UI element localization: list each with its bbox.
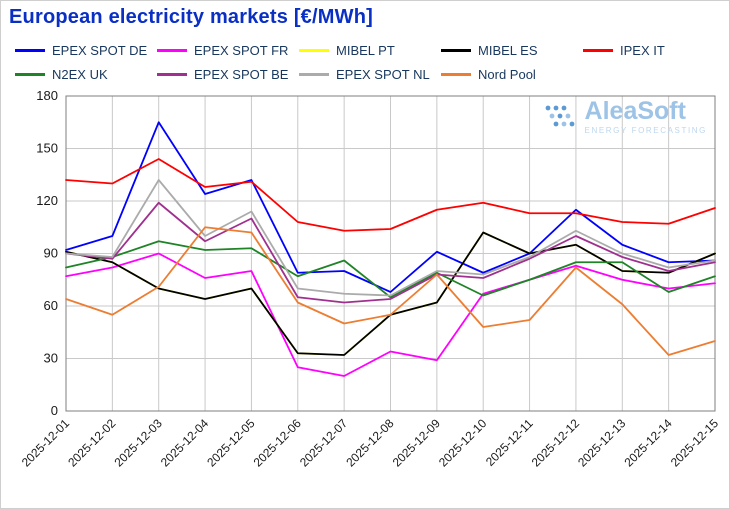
legend-label: EPEX SPOT FR (194, 42, 289, 58)
x-tick-label: 2025-12-07 (297, 416, 351, 470)
legend-marker (299, 72, 329, 76)
x-tick-label: 2025-12-04 (158, 416, 212, 470)
y-tick-label: 120 (36, 193, 58, 208)
legend-label: EPEX SPOT NL (336, 66, 430, 82)
chart-title: European electricity markets [€/MWh] (9, 6, 373, 28)
legend-item-ipex-it[interactable]: IPEX IT (583, 43, 725, 58)
x-tick-label: 2025-12-05 (204, 416, 258, 470)
legend-item-epex-spot-fr[interactable]: EPEX SPOT FR (157, 43, 299, 58)
x-tick-label: 2025-12-01 (19, 416, 73, 470)
x-tick-label: 2025-12-10 (436, 416, 490, 470)
x-tick-label: 2025-12-13 (575, 416, 629, 470)
x-tick-label: 2025-12-15 (668, 416, 722, 470)
series-line-ipex-it (65, 158, 716, 232)
legend-row: EPEX SPOT DE EPEX SPOT FR MIBEL PT MIBEL ES… (15, 38, 727, 62)
series-line-nord-pool (65, 226, 716, 356)
legend-marker (583, 48, 613, 52)
legend-marker (157, 72, 187, 76)
y-tick-label: 30 (44, 351, 58, 366)
legend-label: Nord Pool (478, 66, 536, 82)
y-tick-label: 90 (44, 246, 58, 261)
legend-marker (157, 48, 187, 52)
legend-marker (441, 72, 471, 76)
legend-item-mibel-pt[interactable]: MIBEL PT (299, 43, 441, 58)
x-tick-label: 2025-12-02 (65, 416, 119, 470)
legend-item-mibel-es[interactable]: MIBEL ES (441, 43, 583, 58)
y-tick-label: 60 (44, 298, 58, 313)
series-line-epex-spot-nl (65, 179, 716, 297)
y-tick-label: 0 (51, 403, 58, 418)
y-tick-label: 150 (36, 141, 58, 156)
legend-item-epex-spot-de[interactable]: EPEX SPOT DE (15, 43, 157, 58)
x-tick-label: 2025-12-14 (621, 416, 675, 470)
legend-item-epex-spot-nl[interactable]: EPEX SPOT NL (299, 67, 441, 82)
legend-marker (15, 48, 45, 52)
legend-label: N2EX UK (52, 66, 108, 82)
legend-label: MIBEL PT (336, 42, 395, 58)
x-tick-label: 2025-12-08 (343, 416, 397, 470)
series-line-epex-spot-fr (65, 252, 716, 377)
legend-label: IPEX IT (620, 42, 665, 58)
series-line-epex-spot-de (65, 121, 716, 293)
legend-row: N2EX UK EPEX SPOT BE EPEX SPOT NL Nord Pool (15, 62, 727, 86)
x-tick-label: 2025-12-06 (251, 416, 305, 470)
legend-label: EPEX SPOT BE (194, 66, 289, 82)
series-line-n2ex-uk (65, 240, 716, 299)
legend-marker (441, 48, 471, 52)
series-line-epex-spot-be (65, 201, 716, 304)
legend-marker (299, 48, 329, 52)
legend-marker (15, 72, 45, 76)
legend-item-nord-pool[interactable]: Nord Pool (441, 67, 583, 82)
chart-legend: EPEX SPOT DE EPEX SPOT FR MIBEL PT MIBEL ES… (15, 38, 727, 86)
legend-item-epex-spot-be[interactable]: EPEX SPOT BE (157, 67, 299, 82)
x-tick-label: 2025-12-03 (112, 416, 166, 470)
x-tick-label: 2025-12-09 (390, 416, 444, 470)
legend-item-n2ex-uk[interactable]: N2EX UK (15, 67, 157, 82)
y-tick-label: 180 (36, 88, 58, 103)
legend-label: MIBEL ES (478, 42, 538, 58)
x-tick-label: 2025-12-12 (529, 416, 583, 470)
x-tick-label: 2025-12-11 (483, 416, 536, 469)
legend-label: EPEX SPOT DE (52, 42, 148, 58)
